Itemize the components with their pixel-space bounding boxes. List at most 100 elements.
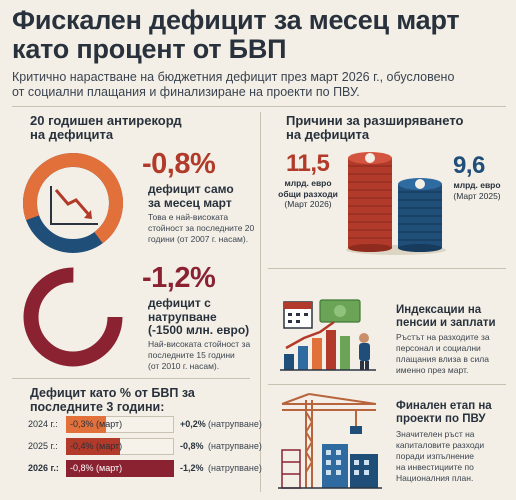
title-line-2: като процент от БВП — [12, 34, 287, 64]
note-line: последните 15 години — [148, 350, 235, 360]
cumulative-note: (натрупване) — [208, 419, 262, 429]
march-value-label: -0,4% (март) — [70, 441, 123, 451]
scaffolding-icon — [281, 449, 301, 489]
crane-icon — [281, 393, 377, 488]
caption-line: общи разходи — [278, 188, 338, 199]
coin-stacks-illustration — [346, 152, 446, 255]
row-year: 2026 г.: — [28, 463, 59, 473]
march-deficit-bar — [66, 416, 106, 433]
construction-crane-illustration — [278, 393, 382, 489]
cumulative-deficit-note: Най-високата стойност за последните 15 г… — [148, 339, 250, 372]
note-line: Най-високата стойност за — [148, 339, 251, 349]
rrf-text: Значителен ръст на капиталовите разходи … — [396, 429, 484, 484]
crane-load — [350, 426, 362, 434]
item-text-line: капиталовите разходи — [396, 440, 485, 450]
person-icon — [359, 333, 370, 370]
blue-coin-stack — [398, 178, 442, 252]
note-line: стойност за последните 20 — [148, 223, 255, 233]
header-divider — [12, 106, 506, 107]
right-heading-line-1: Причини за разширяването — [286, 113, 464, 128]
indexation-text: Ръстът на разходите за персонал и социал… — [396, 332, 490, 376]
note-line: години (от 2007 г. насам). — [148, 234, 249, 244]
caption-line: (Март 2025) — [453, 190, 501, 201]
banknote-icon — [319, 299, 361, 323]
caption-line: млрд. евро — [284, 178, 332, 188]
rrf-heading: Финален етап на проекти по ПВУ — [396, 400, 492, 426]
cumulative-note: (натрупване) — [208, 463, 262, 473]
table-row: 2025 г.: -0,4% (март) -0,8% (натрупване) — [18, 438, 262, 455]
subtitle-line-1: Критично нарастване на бюджетния дефицит… — [12, 70, 455, 84]
line-chart-down-icon — [50, 186, 98, 225]
title-line-1: Фискален дефицит за месец март — [12, 5, 460, 35]
cumulative-note: (натрупване) — [208, 441, 262, 451]
item-text-line: Националния план. — [396, 473, 474, 483]
spend-2025-caption: млрд. евро (Март 2025) — [446, 180, 508, 201]
march-deficit-donut — [23, 153, 123, 253]
march-deficit-value: -0,8% — [142, 148, 216, 180]
building-icon — [322, 444, 378, 488]
spend-2025-value: 9,6 — [453, 152, 485, 179]
subtitle-line-2: от социални плащания и финализиране на п… — [12, 85, 360, 99]
gauge-arc — [23, 267, 123, 367]
item-heading-line: пенсии и заплати — [396, 317, 496, 329]
cumulative-value: -1,2% — [180, 463, 204, 473]
caption-line: дефицит с — [148, 296, 211, 310]
cumulative-deficit-gauge — [23, 267, 123, 367]
march-value-label: -0,3% (март) — [70, 419, 123, 429]
caption-line: за месец март — [148, 195, 232, 210]
item-text-line: плащания влиза в сила — [396, 354, 489, 364]
item-text-line: Значителен ръст на — [396, 429, 475, 439]
calendar-icon — [283, 301, 313, 329]
cumulative-deficit-caption: дефицит с натрупване (-1500 млн. евро) — [148, 296, 250, 338]
column-divider — [260, 112, 261, 492]
item-text-line: Ръстът на разходите за — [396, 332, 490, 342]
march-deficit-bar — [66, 460, 174, 477]
table-heading-line-1: Дефицит като % от БВП за — [30, 386, 195, 400]
item-heading-line: проекти по ПВУ — [396, 413, 486, 425]
left-divider — [12, 378, 250, 379]
item-text-line: именно през март. — [396, 365, 469, 375]
spend-2026-value: 11,5 — [286, 150, 330, 177]
right-heading: Причини за разширяването на дефицита — [286, 114, 463, 142]
left-heading-line-1: 20 годишен антирекорд — [30, 113, 182, 128]
caption-line: млрд. евро — [453, 180, 501, 190]
row-year: 2024 г.: — [28, 419, 58, 429]
table-heading: Дефицит като % от БВП за последните 3 го… — [30, 386, 195, 414]
page-subtitle: Критично нарастване на бюджетния дефицит… — [12, 70, 508, 100]
item-text-line: персонал и социални — [396, 343, 481, 353]
item-text-line: поради изпълнение — [396, 451, 474, 461]
page-title: Фискален дефицит за месец март като проц… — [12, 6, 512, 64]
item-heading-line: Индексации на — [396, 304, 482, 316]
cumulative-deficit-value: -1,2% — [142, 262, 216, 294]
caption-line: (-1500 млн. евро) — [148, 323, 250, 337]
table-heading-line-2: последните 3 години: — [30, 400, 165, 414]
donut-ring-highlight — [23, 153, 123, 253]
right-divider-1 — [268, 268, 506, 269]
march-deficit-caption: дефицит само за месец март — [148, 182, 234, 210]
caption-line: натрупване — [148, 309, 217, 324]
row-year: 2025 г.: — [28, 441, 58, 451]
gauge-center — [39, 283, 107, 351]
right-heading-line-2: на дефицита — [286, 127, 370, 142]
table-row: 2024 г.: -0,3% (март) +0,2% (натрупване) — [18, 416, 262, 433]
cumulative-value: -0,8% — [180, 441, 204, 451]
spend-2026-caption: млрд. евро общи разходи (Март 2026) — [276, 178, 340, 210]
caption-line: дефицит само — [148, 182, 234, 196]
left-heading: 20 годишен антирекорд на дефицита — [30, 114, 182, 142]
note-line: Това е най-високата — [148, 212, 229, 222]
calendar-money-chart-illustration — [280, 299, 376, 371]
march-deficit-bar — [66, 438, 120, 455]
bar-chart-icon — [280, 320, 376, 371]
item-heading-line: Финален етап на — [396, 400, 492, 412]
caption-line: (Март 2026) — [284, 199, 332, 209]
table-row: 2026 г.: -0,8% (март) -1,2% (натрупване) — [18, 460, 262, 477]
note-line: (от 2010 г. насам). — [148, 361, 220, 371]
cumulative-value: +0,2% — [180, 419, 206, 429]
indexation-heading: Индексации на пенсии и заплати — [396, 304, 496, 330]
red-coin-stack — [348, 152, 392, 252]
march-deficit-note: Това е най-високата стойност за последни… — [148, 212, 254, 245]
right-divider-2 — [268, 384, 506, 385]
left-heading-line-2: на дефицита — [30, 127, 114, 142]
march-value-label: -0,8% (март) — [70, 463, 123, 473]
item-text-line: на инвестициите по — [396, 462, 474, 472]
